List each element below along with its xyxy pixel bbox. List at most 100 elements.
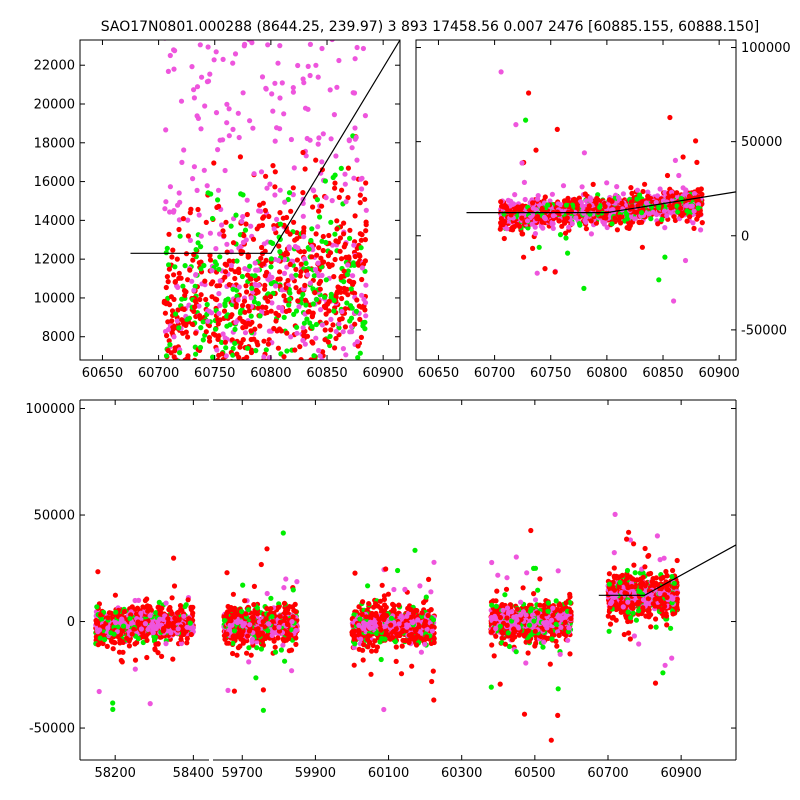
tl-point (272, 138, 278, 144)
bottom-point (153, 625, 159, 632)
tr-point (661, 208, 668, 214)
tl-point (214, 347, 220, 353)
bottom-point (231, 633, 237, 639)
tl-point (262, 286, 268, 292)
bottom-point (393, 644, 399, 650)
tr-point (534, 213, 541, 219)
tl-point (271, 226, 277, 232)
tl-point (319, 383, 324, 388)
tl-point (342, 181, 348, 187)
tr-x-tick-label: 60850 (642, 366, 683, 381)
tl-point (213, 393, 218, 398)
tl-point (210, 279, 216, 285)
tr-point (545, 202, 551, 208)
tl-point (320, 233, 326, 240)
tl-point (187, 210, 193, 216)
tr-frame (415, 39, 737, 361)
tl-point (226, 106, 232, 112)
bottom-point (185, 597, 191, 603)
tr-point (655, 221, 661, 227)
tl-point (263, 86, 269, 92)
tr-point (632, 216, 638, 222)
tl-point (191, 95, 197, 101)
tl-point (180, 216, 186, 222)
tl-point (203, 296, 209, 303)
tl-point (294, 257, 300, 263)
tl-point (319, 385, 324, 390)
tl-point (362, 196, 368, 202)
bottom-point (181, 613, 187, 619)
tr-point (682, 190, 688, 196)
tl-point (259, 244, 265, 251)
tl-point (222, 274, 228, 280)
bottom-point (246, 645, 252, 651)
bottom-point (113, 609, 119, 615)
tl-point (317, 214, 323, 220)
tl-point (349, 329, 355, 335)
tl-point (360, 45, 366, 52)
bottom-point (159, 653, 165, 660)
bottom-point (291, 607, 297, 614)
tl-point (341, 231, 347, 237)
bottom-point (255, 626, 261, 632)
bottom-point (290, 587, 296, 593)
tl-point (240, 90, 246, 96)
tl-point (209, 387, 214, 392)
tl-point (312, 290, 318, 296)
tl-point (177, 199, 183, 205)
tl-point (224, 313, 230, 319)
tr-point (532, 231, 539, 237)
tl-point (332, 256, 338, 263)
tl-point (205, 44, 211, 50)
tl-point (170, 247, 176, 253)
tl-point (174, 318, 180, 324)
tr-point (550, 225, 556, 231)
tl-point (274, 216, 280, 222)
tl-point (362, 113, 368, 119)
tl-point (347, 235, 353, 241)
bottom-point (251, 583, 257, 590)
tr-point (646, 211, 653, 217)
tl-point (307, 137, 313, 143)
tl-y-tick-label: 10000 (34, 291, 75, 306)
bottom-point (222, 636, 228, 642)
tl-point (302, 105, 309, 111)
tr-point (691, 191, 698, 197)
tl-y-tick-label: 12000 (34, 253, 75, 268)
tl-point (230, 286, 236, 292)
panel-bottom-plot-area (93, 511, 736, 743)
bottom-point (177, 603, 184, 609)
tr-point (498, 199, 504, 205)
tl-point (224, 120, 230, 126)
tl-point (201, 262, 207, 269)
tl-point (359, 292, 365, 298)
tl-point (170, 396, 175, 401)
tr-point (672, 157, 679, 163)
tl-point (317, 286, 323, 292)
bottom-point (169, 610, 175, 617)
bottom-point (260, 619, 266, 625)
tl-point (240, 381, 245, 386)
tl-point (327, 381, 332, 386)
tl-point (252, 273, 258, 279)
bottom-point (293, 627, 299, 634)
bottom-point (138, 626, 144, 632)
tl-point (163, 127, 169, 133)
bottom-point (155, 641, 161, 647)
bottom-point (292, 601, 298, 608)
tl-point (344, 271, 350, 278)
tl-point (189, 321, 195, 327)
tl-point (350, 383, 355, 388)
tl-point (315, 74, 321, 80)
tl-point (198, 126, 204, 132)
tl-point (179, 159, 185, 165)
bottom-point (253, 675, 259, 681)
tl-point (221, 233, 227, 239)
bottom-point (160, 616, 166, 623)
tl-point (287, 231, 293, 237)
tr-point (501, 235, 507, 242)
tl-point (199, 74, 205, 80)
bottom-point (264, 590, 270, 597)
panel-top-right-plot-area (466, 69, 736, 304)
tl-point (265, 42, 271, 48)
